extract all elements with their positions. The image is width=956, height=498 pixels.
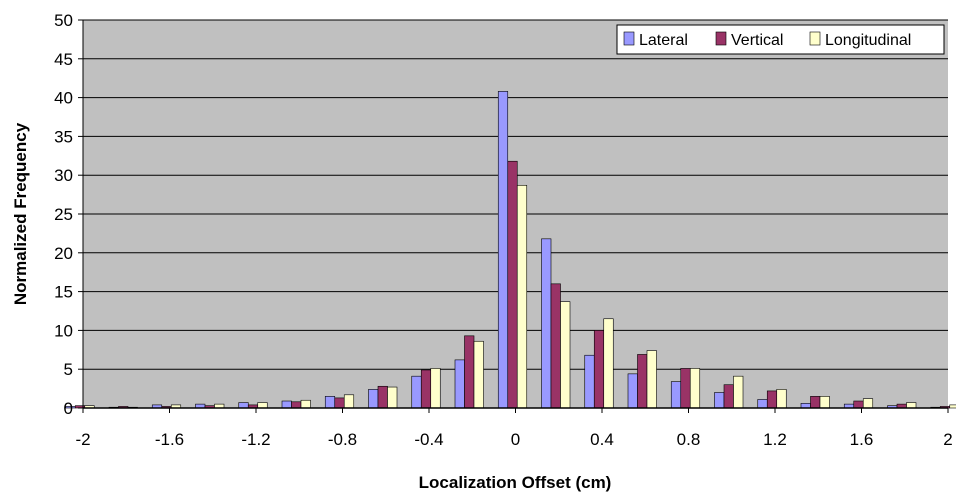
bar-longitudinal [473,340,484,409]
bar-longitudinal [689,368,701,409]
bar-lateral [584,354,595,409]
bar-lateral [238,402,249,409]
legend-box [616,24,945,55]
x-tick-label: 0 [511,430,520,449]
y-tick-label: 50 [54,11,73,30]
x-tick-label: -1.2 [241,430,270,449]
bar-vertical [377,385,388,409]
x-tick-label: 0.4 [590,430,614,449]
bar-longitudinal [300,399,311,409]
bar-longitudinal [949,404,956,409]
bar-vertical [593,330,605,409]
bar-longitudinal [343,394,355,409]
bar-longitudinal [819,396,830,409]
bar-lateral [541,238,552,409]
y-tick-label: 20 [54,244,73,263]
bar-vertical [723,384,734,409]
x-tick-label: -0.8 [328,430,357,449]
bar-longitudinal [387,386,398,409]
bar-longitudinal [430,368,441,409]
legend-label-vertical: Vertical [731,32,783,49]
legend-label-lateral: Lateral [639,32,688,49]
x-tick-labels: -2 -1.6 -1.2 -0.8 -0.4 0 0.4 0.8 1.2 1.6 2 [75,408,953,449]
bar-longitudinal [646,350,657,409]
bar-longitudinal [733,375,744,409]
bar-lateral [757,399,768,409]
bar-lateral [627,373,638,409]
legend-swatch-longitudinal [809,31,821,46]
bar-longitudinal [560,301,571,409]
x-axis-title: Localization Offset (cm) [419,473,612,492]
y-tick-label: 35 [54,127,73,146]
bar-vertical [810,396,821,409]
bar-vertical [464,335,475,409]
bar-vertical [853,400,864,409]
y-tick-label: 10 [54,321,73,340]
bar-longitudinal [516,184,528,409]
bar-vertical [507,160,518,409]
bar-lateral [281,400,292,409]
bars [65,91,956,409]
bar-vertical [420,369,432,409]
x-tick-label: 1.6 [850,430,874,449]
bar-longitudinal [776,389,787,409]
y-tick-label: 30 [54,166,73,185]
bar-lateral [411,375,422,409]
x-tick-label: 0.8 [677,430,701,449]
x-tick-label: -1.6 [155,430,184,449]
y-tick-label: 40 [54,89,73,108]
x-tick-label: 1.2 [763,430,787,449]
bar-lateral [324,396,336,409]
bar-vertical [550,283,561,409]
x-tick-label: -2 [75,430,90,449]
bar-longitudinal [603,318,614,409]
legend-label-longitudinal: Longitudinal [825,32,911,49]
bar-vertical [334,397,345,409]
y-tick-label: 0 [64,399,73,418]
bar-vertical [680,368,691,409]
bar-longitudinal [862,398,874,409]
bar-longitudinal [257,402,268,409]
bar-vertical [637,354,648,409]
y-tick-label: 5 [64,360,73,379]
x-tick-label: -0.4 [414,430,443,449]
y-tick-label: 15 [54,283,73,302]
bar-lateral [368,389,379,409]
bar-lateral [670,381,682,409]
y-tick-label: 25 [54,205,73,224]
bar-vertical [766,390,778,409]
bar-lateral [454,359,465,409]
bar-lateral [497,91,509,409]
bar-longitudinal [906,402,917,409]
bar-lateral [714,392,725,409]
y-tick-labels: 0 5 10 15 20 25 30 35 40 45 50 [54,11,83,418]
y-tick-label: 45 [54,50,73,69]
legend-swatch-vertical [715,31,727,46]
y-axis-title: Normalized Frequency [11,122,30,305]
x-tick-label: 2 [943,430,952,449]
legend-swatch-lateral [623,31,635,46]
legend: Lateral Vertical Longitudinal [616,24,945,55]
bar-vertical [291,401,302,409]
